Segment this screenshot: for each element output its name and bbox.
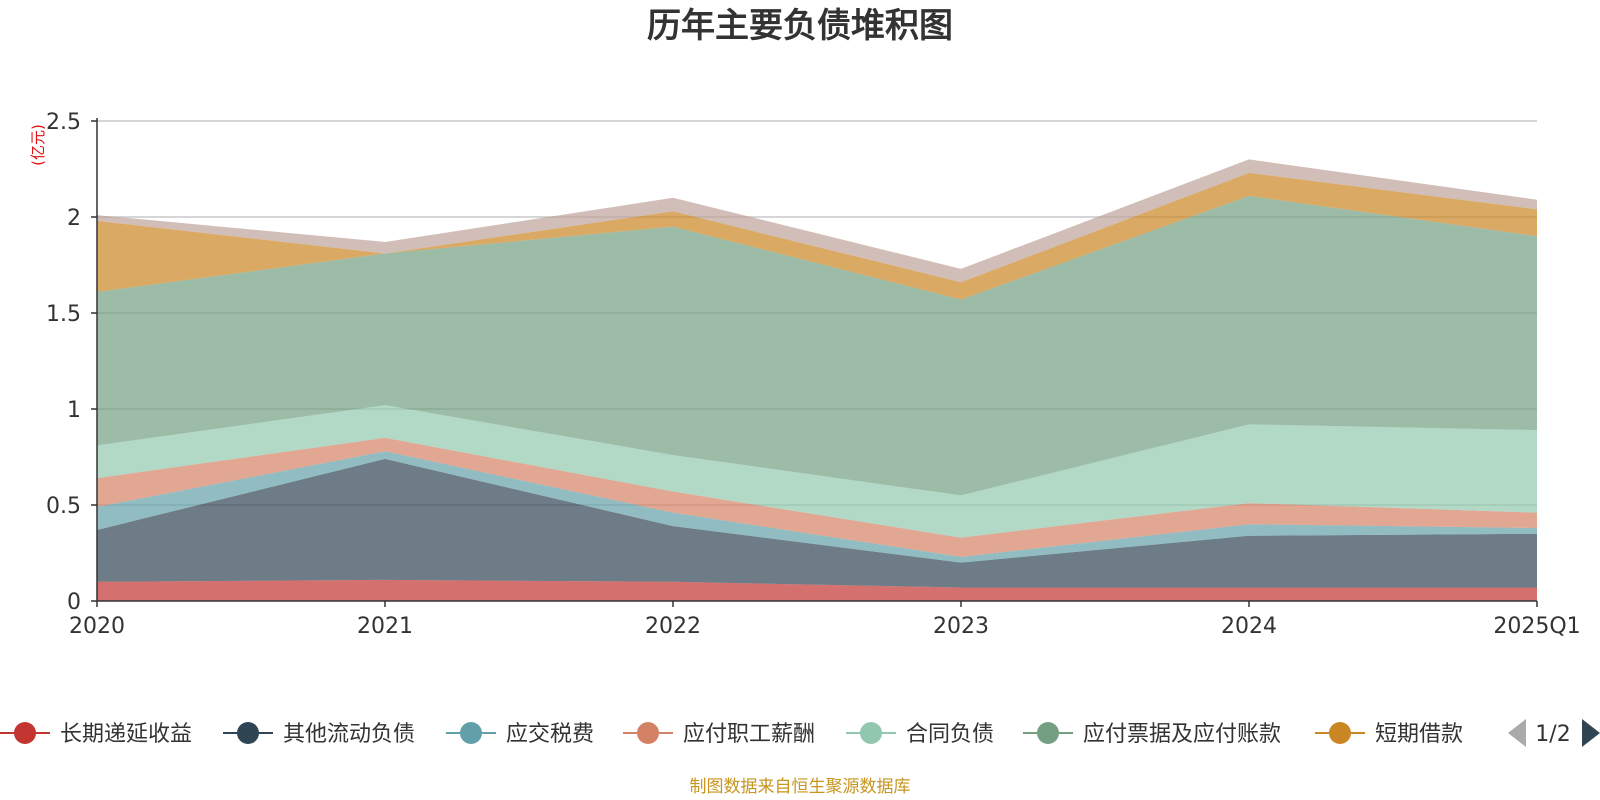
legend-pager: 1/2 <box>1508 719 1600 747</box>
area-应付职工薪酬[interactable] <box>97 437 1537 557</box>
legend-label: 应付票据及应付账款 <box>1083 722 1281 747</box>
x-tick-label: 2020 <box>69 614 125 639</box>
x-tick-label: 2021 <box>357 614 413 639</box>
y-axis-unit-label: (亿元) <box>29 124 47 166</box>
y-tick-label: 1.5 <box>46 302 81 327</box>
legend-dot-marker <box>14 722 36 744</box>
y-tick-label: 2.5 <box>46 110 81 135</box>
legend-dot-marker <box>237 722 259 744</box>
legend-dot-marker <box>1037 722 1059 744</box>
area-应付票据及应付账款[interactable] <box>97 195 1537 496</box>
area-series-group <box>97 159 1537 601</box>
area-其他[interactable] <box>97 159 1537 283</box>
x-tick-label: 2024 <box>1221 614 1277 639</box>
legend-item[interactable]: 合同负债 <box>846 722 994 747</box>
data-source-note: 制图数据来自恒生聚源数据库 <box>690 777 911 797</box>
x-tick-label: 2025Q1 <box>1493 614 1580 639</box>
legend-dot-marker <box>860 722 882 744</box>
x-tick-label: 2023 <box>933 614 989 639</box>
y-tick-label: 2 <box>67 206 81 231</box>
legend-prev-page-icon[interactable] <box>1508 719 1526 747</box>
legend-label: 合同负债 <box>906 722 994 747</box>
area-短期借款[interactable] <box>97 172 1537 300</box>
legend-item[interactable]: 其他流动负债 <box>223 722 415 747</box>
legend-page-indicator: 1/2 <box>1535 722 1570 747</box>
area-合同负债[interactable] <box>97 405 1537 538</box>
y-tick-label: 1 <box>67 398 81 423</box>
legend-item[interactable]: 应付职工薪酬 <box>623 722 815 747</box>
legend-item[interactable]: 短期借款 <box>1315 722 1463 747</box>
legend-item[interactable]: 应交税费 <box>446 722 594 747</box>
legend-dot-marker <box>1329 722 1351 744</box>
legend-item[interactable]: 应付票据及应付账款 <box>1023 722 1281 747</box>
area-应交税费[interactable] <box>97 451 1537 563</box>
y-tick-label: 0.5 <box>46 494 81 519</box>
legend-label: 长期递延收益 <box>60 722 192 747</box>
legend-dot-marker <box>460 722 482 744</box>
legend-item[interactable]: 长期递延收益 <box>0 722 192 747</box>
legend-label: 应付职工薪酬 <box>683 722 815 747</box>
legend-label: 短期借款 <box>1375 722 1463 747</box>
legend-label: 其他流动负债 <box>283 722 415 747</box>
legend-dot-marker <box>637 722 659 744</box>
axes: 0 0.5 1 1.5 2 2.5 2020 2021 2022 2023 2024 2025Q1 <box>46 110 1581 639</box>
legend-next-page-icon[interactable] <box>1582 719 1600 747</box>
legend-label: 应交税费 <box>506 722 594 747</box>
area-其他流动负债[interactable] <box>97 458 1537 588</box>
area-长期递延收益[interactable] <box>97 579 1537 601</box>
legend: 长期递延收益 其他流动负债 应交税费 应付职工薪酬 合同负债 应付票据及应付账款 短期借款 <box>0 722 1463 747</box>
x-tick-label: 2022 <box>645 614 701 639</box>
y-tick-label: 0 <box>67 590 81 615</box>
chart-title: 历年主要负债堆积图 <box>647 6 953 46</box>
